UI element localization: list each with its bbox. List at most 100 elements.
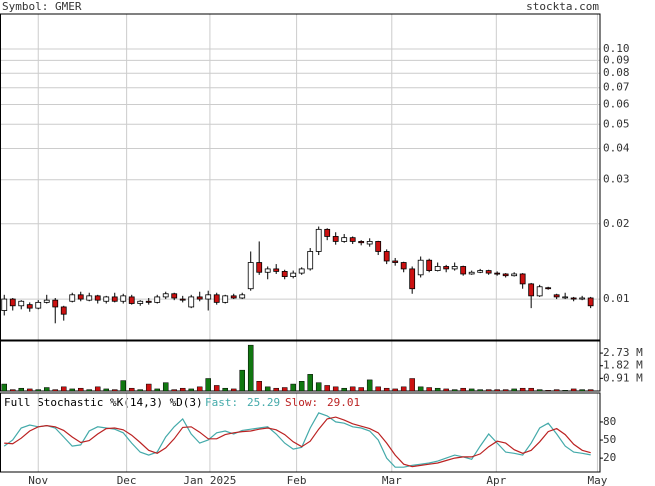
- volume-bar: [375, 386, 381, 392]
- candle-body: [111, 296, 118, 302]
- volume-bar: [9, 389, 16, 392]
- volume-bar: [341, 387, 347, 392]
- candle-body: [341, 237, 348, 242]
- candle-body: [1, 298, 8, 311]
- volume-bar: [409, 378, 415, 392]
- candle-body: [145, 300, 152, 303]
- y-tick-label: 0.09: [603, 53, 630, 66]
- volume-bar: [145, 383, 152, 392]
- candle-body: [69, 294, 76, 302]
- volume-bar: [239, 369, 245, 392]
- volume-bar: [366, 379, 373, 392]
- volume-tick-label: 1.82 M: [603, 359, 643, 372]
- candle-body: [35, 301, 42, 309]
- volume-bar: [137, 389, 143, 392]
- y-tick-label: 0.07: [603, 81, 630, 94]
- candle-body: [468, 271, 475, 275]
- volume-bar: [86, 389, 92, 392]
- volume-bar: [26, 388, 33, 392]
- candle-body: [18, 300, 25, 307]
- volume-bar: [196, 386, 203, 392]
- volume-bar: [553, 389, 560, 392]
- y-tick-label: 0.05: [603, 117, 630, 130]
- volume-bar: [570, 388, 577, 392]
- candle-body: [477, 270, 484, 273]
- candle-body: [324, 228, 331, 237]
- candle-body: [26, 304, 33, 309]
- x-tick-label: Feb: [287, 474, 307, 486]
- candle-body: [400, 262, 407, 270]
- candle-body: [298, 268, 305, 274]
- volume-bar: [222, 387, 228, 392]
- volume-bar: [383, 387, 390, 392]
- volume-bar: [128, 387, 135, 392]
- candle-body: [171, 293, 178, 299]
- candle-body: [570, 297, 577, 300]
- candle-body: [9, 298, 16, 307]
- candle-body: [162, 293, 169, 298]
- candle-body: [545, 287, 552, 290]
- candle-body: [536, 286, 543, 297]
- candle-body: [426, 259, 433, 271]
- stoch-line: [3, 412, 591, 468]
- panel-border: [0, 13, 601, 341]
- volume-bar: [256, 381, 262, 392]
- y-tick-label: 0.04: [603, 142, 630, 155]
- x-tick-label: Jan 2025: [183, 474, 236, 486]
- volume-bar: [460, 387, 466, 392]
- candle-body: [485, 270, 492, 274]
- volume-bar: [307, 374, 313, 392]
- candle-body: [553, 294, 560, 298]
- candle-body: [502, 273, 509, 277]
- volume-bar: [18, 387, 24, 392]
- stoch-tick-label: 80: [603, 415, 616, 428]
- candle-body: [375, 241, 382, 252]
- x-tick-label: Apr: [486, 474, 506, 486]
- y-tick-label: 0.02: [603, 217, 630, 230]
- stoch-title: Full Stochastic %K(14,3) %D(3): [4, 396, 203, 409]
- volume-bar: [392, 388, 398, 392]
- candle-body: [188, 296, 195, 308]
- volume-bar: [528, 387, 534, 392]
- candle-body: [196, 296, 203, 300]
- volume-bar: [332, 386, 339, 392]
- volume-bar: [477, 389, 483, 392]
- candle-body: [366, 241, 373, 245]
- x-tick-label: Mar: [382, 474, 402, 486]
- volume-bar: [519, 387, 526, 392]
- volume-bar: [154, 388, 160, 392]
- candle-body: [247, 262, 254, 290]
- volume-bar: [281, 387, 288, 392]
- candle-body: [273, 268, 280, 272]
- candle-body: [409, 268, 416, 290]
- volume-bar: [579, 389, 585, 392]
- candle-body: [417, 259, 424, 276]
- legend-value: 25.29: [247, 396, 280, 409]
- candle-body: [383, 251, 390, 262]
- volume-bar: [562, 390, 568, 392]
- candle-body: [494, 272, 501, 275]
- candle-body: [239, 294, 246, 299]
- volume-bar: [103, 388, 109, 392]
- y-tick-label: 0.01: [603, 292, 630, 305]
- candle-body: [137, 300, 144, 304]
- candle-body: [60, 306, 67, 315]
- candle-body: [205, 294, 212, 300]
- volume-bar: [290, 383, 296, 392]
- volume-bar: [494, 389, 500, 392]
- volume-bar: [52, 389, 58, 392]
- candle-body: [128, 296, 135, 304]
- volume-bar: [434, 387, 441, 392]
- volume-bar: [417, 386, 424, 392]
- candle-body: [264, 268, 271, 273]
- volume-bar: [315, 382, 322, 392]
- candle-body: [281, 271, 288, 277]
- candle-body: [460, 266, 467, 275]
- stoch-line: [4, 416, 591, 468]
- volume-bar: [511, 388, 517, 392]
- volume-bar: [94, 386, 101, 392]
- y-tick-label: 0.08: [603, 66, 630, 79]
- candle-body: [349, 237, 356, 242]
- x-tick-label: May: [588, 474, 608, 486]
